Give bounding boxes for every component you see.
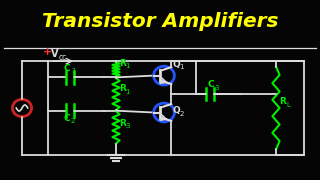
- Text: 3: 3: [125, 123, 130, 129]
- Text: V: V: [51, 49, 59, 59]
- Text: 3: 3: [214, 85, 219, 91]
- Text: cc: cc: [59, 53, 67, 62]
- Text: L: L: [286, 102, 290, 108]
- Text: 1: 1: [125, 63, 130, 69]
- Text: 2: 2: [71, 118, 76, 124]
- Text: R: R: [119, 119, 126, 128]
- Text: 1: 1: [71, 68, 76, 75]
- Text: +: +: [42, 47, 52, 57]
- Text: 2: 2: [180, 111, 184, 117]
- Text: R: R: [119, 59, 126, 68]
- Text: Transistor Amplifiers: Transistor Amplifiers: [42, 12, 278, 31]
- Text: R: R: [119, 84, 126, 93]
- Text: C: C: [63, 114, 70, 123]
- Text: R: R: [280, 97, 286, 106]
- Text: C: C: [63, 64, 70, 73]
- Text: Q: Q: [173, 106, 181, 115]
- Text: 1: 1: [180, 64, 184, 70]
- Text: 1: 1: [125, 89, 130, 95]
- Text: Q: Q: [173, 60, 181, 69]
- Text: C: C: [207, 80, 214, 89]
